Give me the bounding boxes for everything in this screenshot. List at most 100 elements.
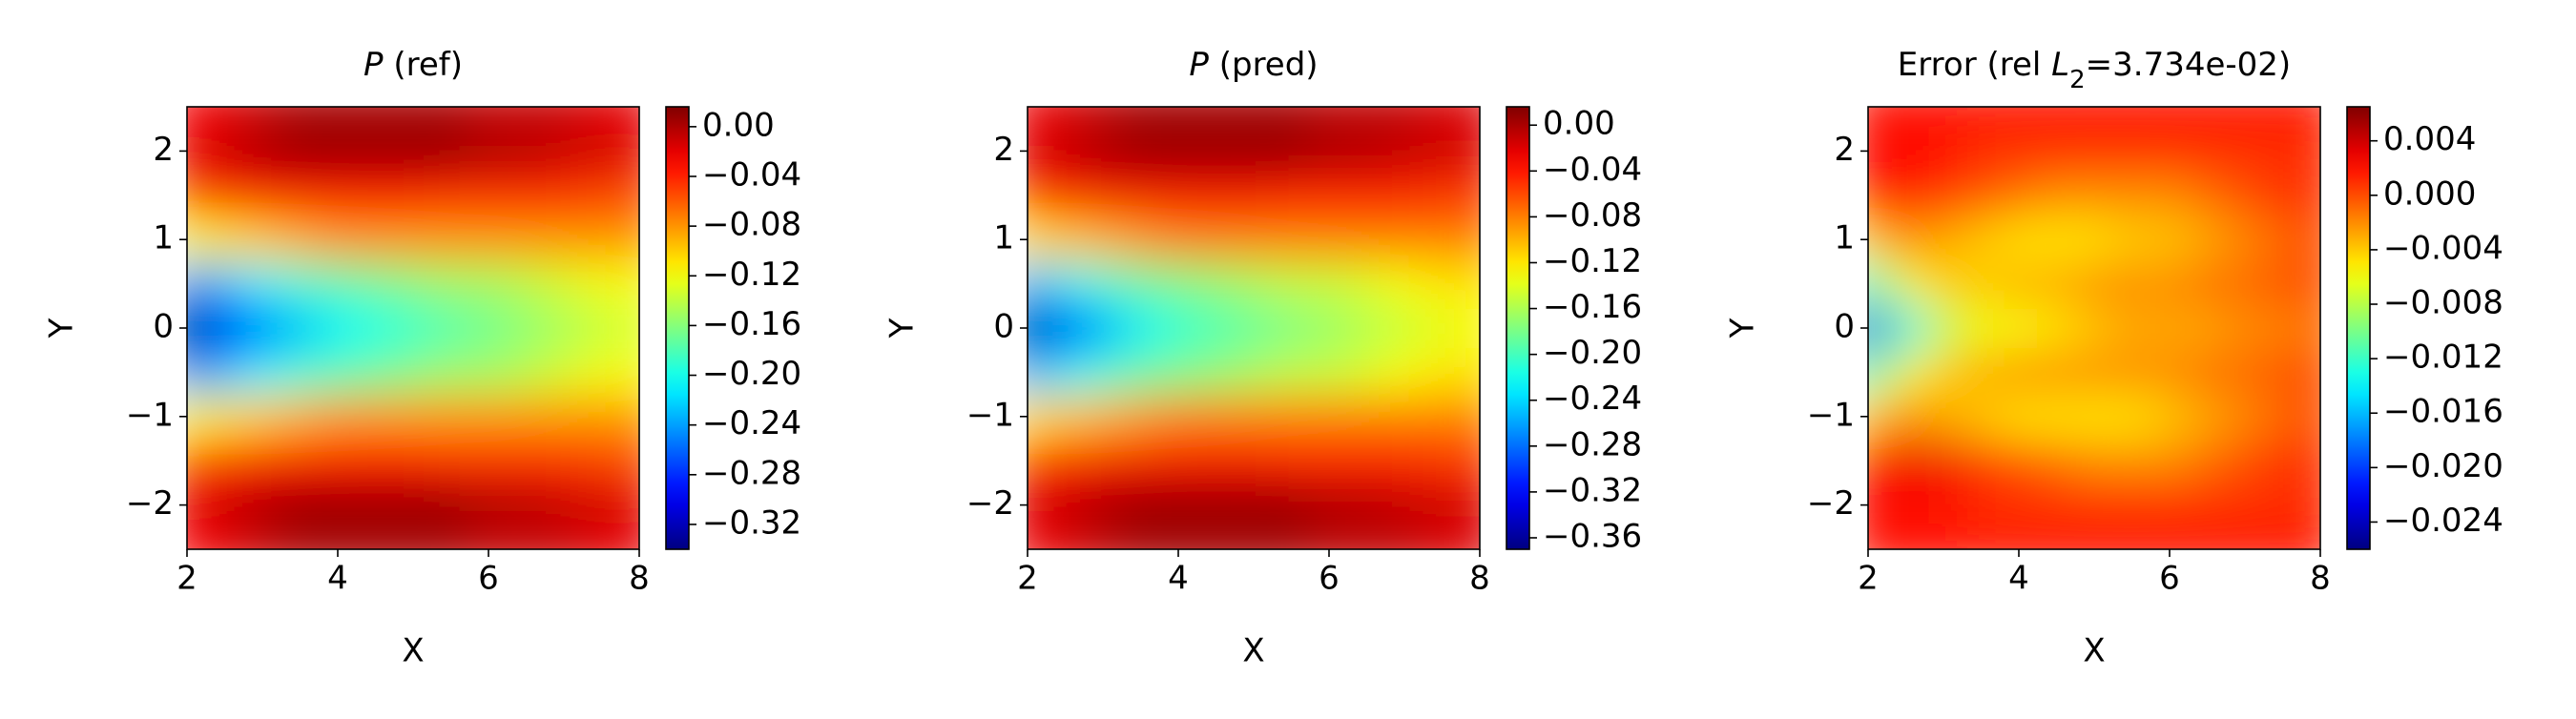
field-cell [187, 128, 207, 175]
field-cell [205, 482, 244, 528]
field-cell [507, 394, 546, 440]
field-cell [1046, 482, 1085, 528]
colorbar-frame [1506, 106, 1530, 550]
field-cell [1158, 526, 1198, 549]
field-cell [619, 349, 639, 396]
field-cell [280, 107, 320, 130]
field-cell [2150, 482, 2190, 528]
field-cell [1923, 305, 1963, 351]
field-cell [1868, 438, 1888, 483]
field-cell [1886, 482, 1925, 528]
field-cell [280, 128, 320, 175]
field-cell [2188, 305, 2227, 351]
field-cell [318, 349, 358, 396]
field-cell [1460, 128, 1480, 175]
field-cell [2263, 438, 2302, 483]
title-run: P [1189, 46, 1209, 84]
title-run: 2 [2069, 66, 2086, 94]
field-cell [2074, 394, 2114, 440]
field-cell [619, 260, 639, 307]
field-cell [1121, 216, 1160, 262]
field-cell [431, 107, 470, 130]
colorbar-tick-label: −0.36 [1543, 517, 1642, 555]
field-cell [544, 107, 584, 130]
field-cell [2300, 482, 2320, 528]
field-cell [1962, 128, 2001, 175]
field-cell [1962, 305, 2001, 351]
field-cell [280, 526, 320, 549]
field-cell [1460, 173, 1480, 218]
field-cell [242, 216, 282, 262]
field-cell [1886, 128, 1925, 175]
field-cell [507, 173, 546, 218]
field-cell [468, 394, 509, 440]
field-cell [2263, 394, 2302, 440]
field-cell [1309, 349, 1349, 396]
y-tick-label: −1 [966, 396, 1014, 434]
field-cell [280, 216, 320, 262]
field-cell [356, 526, 395, 549]
field-cell [1962, 107, 2001, 130]
field-cell [468, 526, 509, 549]
x-tick-label: 6 [2159, 560, 2180, 598]
field-cell [2074, 349, 2114, 396]
colorbar-frame [665, 106, 690, 550]
field-cell [1999, 526, 2039, 549]
field-cell [1234, 394, 1274, 440]
x-tick-label: 4 [1168, 560, 1189, 598]
x-tick-label: 6 [1319, 560, 1340, 598]
field-cell [1868, 394, 1888, 440]
field-cell [1196, 216, 1236, 262]
field-cell [2074, 260, 2114, 307]
field-cell [1962, 482, 2001, 528]
field-cell [1272, 349, 1311, 396]
field-cell [1460, 260, 1480, 307]
field-cell [507, 526, 546, 549]
field-cell [619, 216, 639, 262]
field-cell [507, 260, 546, 307]
field-cell [2300, 260, 2320, 307]
field [1028, 107, 1480, 549]
field-cell [468, 216, 509, 262]
field-cell [1309, 216, 1349, 262]
field-cell [187, 349, 207, 396]
field-cell [1158, 305, 1198, 351]
field-cell [2188, 128, 2227, 175]
colorbar-tick-label: −0.020 [2383, 447, 2503, 485]
field-cell [1423, 216, 1462, 262]
field-cell [1384, 107, 1424, 130]
field-cell [2074, 216, 2114, 262]
field-cell [1460, 394, 1480, 440]
field-cell [1999, 128, 2039, 175]
colorbar [2347, 107, 2370, 549]
field-cell [2112, 526, 2151, 549]
y-tick-label: −2 [1807, 484, 1855, 523]
field-cell [2188, 349, 2227, 396]
y-tick-label: −2 [126, 484, 174, 523]
field-cell [242, 173, 282, 218]
field-cell [1868, 526, 1888, 549]
y-tick-label: 0 [993, 308, 1014, 346]
field-cell [2300, 394, 2320, 440]
field-cell [2037, 305, 2076, 351]
field-cell [1028, 305, 1048, 351]
field-cell [2150, 216, 2190, 262]
field-cell [1423, 394, 1462, 440]
field-cell [2300, 128, 2320, 175]
field-cell [1083, 438, 1123, 483]
field-cell [393, 260, 433, 307]
field-cell [2074, 173, 2114, 218]
field-cell [242, 305, 282, 351]
field-cell [1121, 438, 1160, 483]
field-cell [2188, 107, 2227, 130]
field-cell [1384, 349, 1424, 396]
field-cell [1923, 349, 1963, 396]
field-cell [2112, 173, 2151, 218]
field-cell [1234, 349, 1274, 396]
field-cell [1046, 526, 1085, 549]
field-cell [1886, 216, 1925, 262]
field-cell [2188, 482, 2227, 528]
field-cell [280, 260, 320, 307]
field-cell [318, 216, 358, 262]
field-cell [2150, 526, 2190, 549]
